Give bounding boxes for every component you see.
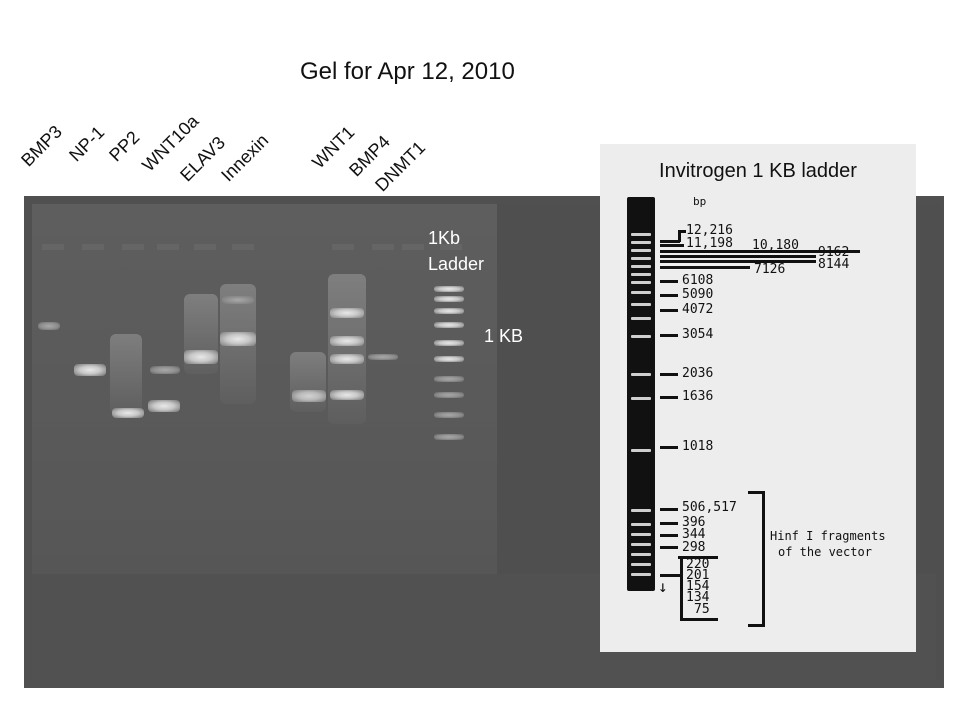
one-kb-marker-label: 1 KB — [484, 326, 524, 346]
gel-band — [38, 322, 60, 330]
ladder-size-label: 344 — [682, 527, 706, 542]
ladder-size-label: 9162 — [818, 245, 850, 260]
ladder-size-label: 6108 — [682, 273, 714, 288]
bp-unit-label: bp — [693, 195, 707, 208]
gel-band — [434, 322, 464, 328]
ladder-size-label: 1636 — [682, 389, 714, 404]
lane-label: BMP3 — [17, 121, 66, 171]
ladder-panel-title: Invitrogen 1 KB ladder — [659, 160, 857, 182]
gel-band — [112, 408, 144, 418]
gel-band — [434, 392, 464, 398]
gel-band — [222, 296, 254, 304]
ladder-size-label: 298 — [682, 540, 706, 555]
ladder-size-label: 2036 — [682, 366, 714, 381]
ladder-size-label: 11,198 — [686, 236, 733, 251]
ladder-size-label: 8144 — [818, 257, 850, 272]
gel-band — [148, 400, 180, 412]
lane-label: NP-1 — [65, 122, 109, 166]
ladder-size-label: 396 — [682, 515, 706, 530]
hinf-note-line1: Hinf I fragments — [770, 529, 886, 543]
arrow-icon: ↓ — [658, 577, 668, 596]
ladder-reference-panel: Invitrogen 1 KB ladder bp 12,216 11,198 … — [600, 144, 916, 652]
ladder-lane-image — [627, 197, 655, 591]
ladder-size-label: 4072 — [682, 302, 714, 317]
ladder-size-label: 1018 — [682, 439, 714, 454]
gel-band — [434, 376, 464, 382]
gel-band — [434, 296, 464, 302]
ladder-size-label: 506,517 — [682, 500, 737, 515]
gel-band — [368, 354, 398, 360]
ladder-size-label: 220 — [686, 557, 710, 572]
gel-title: Gel for Apr 12, 2010 — [300, 58, 515, 85]
hinf-note-line2: of the vector — [778, 545, 872, 559]
ladder-size-label: 10,180 — [752, 238, 799, 253]
hinf-note: Hinf I fragments of the vector — [770, 528, 886, 560]
gel-band — [220, 332, 256, 346]
ladder-size-label: 3054 — [682, 327, 714, 342]
gel-band — [434, 356, 464, 362]
ladder-size-label: 201 — [686, 568, 710, 583]
ladder-size-label: 154 — [686, 579, 710, 594]
gel-band — [434, 340, 464, 346]
gel-band — [74, 364, 106, 376]
gel-band — [150, 366, 180, 374]
ladder-size-label: 12,216 — [686, 223, 733, 238]
gel-band — [434, 286, 464, 292]
ladder-size-label: 7126 — [754, 262, 786, 277]
ladder-size-label: 5090 — [682, 287, 714, 302]
ladder-label-ladder: Ladder — [428, 254, 485, 274]
ladder-size-label: 134 — [686, 590, 710, 605]
lane-labels: BMP3 NP-1 PP2 WNT10a ELAV3 Innexin WNT1 … — [0, 0, 520, 200]
gel-band — [434, 412, 464, 418]
gel-band — [330, 336, 364, 346]
ladder-size-label: 75 — [694, 602, 710, 617]
gel-band — [330, 390, 364, 400]
gel-band — [330, 354, 364, 364]
gel-band — [330, 308, 364, 318]
gel-band — [434, 434, 464, 440]
gel-band — [184, 350, 218, 364]
ladder-label-1kb: 1Kb — [428, 228, 461, 248]
gel-band — [434, 308, 464, 314]
lane-label: Innexin — [217, 130, 273, 186]
